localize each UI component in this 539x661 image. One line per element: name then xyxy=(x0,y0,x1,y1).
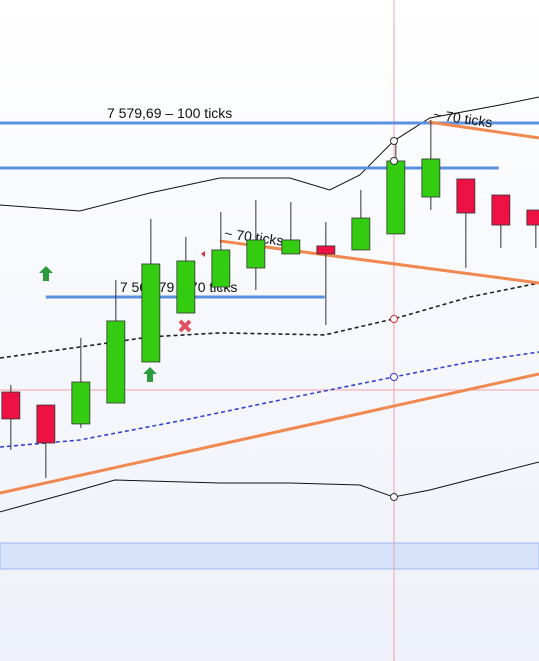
candle-body xyxy=(281,239,301,255)
buy-arrow xyxy=(143,367,157,382)
crosshair-dot xyxy=(390,157,398,165)
indicator-line xyxy=(0,461,539,513)
trend-line xyxy=(0,372,539,495)
trend-line xyxy=(219,239,539,285)
candle-body xyxy=(141,263,161,363)
candle-body xyxy=(1,391,21,420)
exit-mark xyxy=(178,319,192,333)
level-label: 7 579,69 – 100 ticks xyxy=(107,105,232,121)
candle-body xyxy=(36,404,56,444)
candle-body xyxy=(456,178,476,214)
trend-line xyxy=(428,120,539,140)
markers xyxy=(39,137,398,501)
buy-arrow xyxy=(39,266,53,281)
candle-body xyxy=(421,158,441,198)
candle-body xyxy=(211,249,231,288)
candle-body xyxy=(176,260,196,314)
candle-body xyxy=(351,217,371,251)
indicator-line xyxy=(0,351,539,448)
crosshair-dot xyxy=(390,137,398,145)
trend-label: ~ 70 ticks xyxy=(223,225,284,249)
candle-body xyxy=(526,209,539,226)
candle-body xyxy=(386,160,406,235)
small-marker xyxy=(201,251,205,257)
candle-body xyxy=(106,320,126,404)
time-band xyxy=(0,542,539,570)
crosshair-dot xyxy=(390,315,398,323)
crosshair-dot xyxy=(390,373,398,381)
candle-body xyxy=(316,245,336,255)
indicator-line xyxy=(0,282,539,359)
candle-body xyxy=(71,381,91,425)
crosshair-dot xyxy=(390,493,398,501)
candle-body xyxy=(491,194,511,226)
indicator-line xyxy=(0,96,539,212)
candle-body xyxy=(246,239,266,269)
